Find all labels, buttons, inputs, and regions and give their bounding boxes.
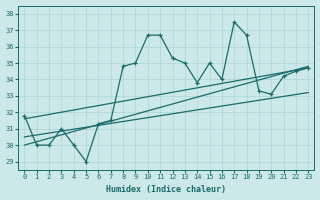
X-axis label: Humidex (Indice chaleur): Humidex (Indice chaleur) xyxy=(106,185,226,194)
